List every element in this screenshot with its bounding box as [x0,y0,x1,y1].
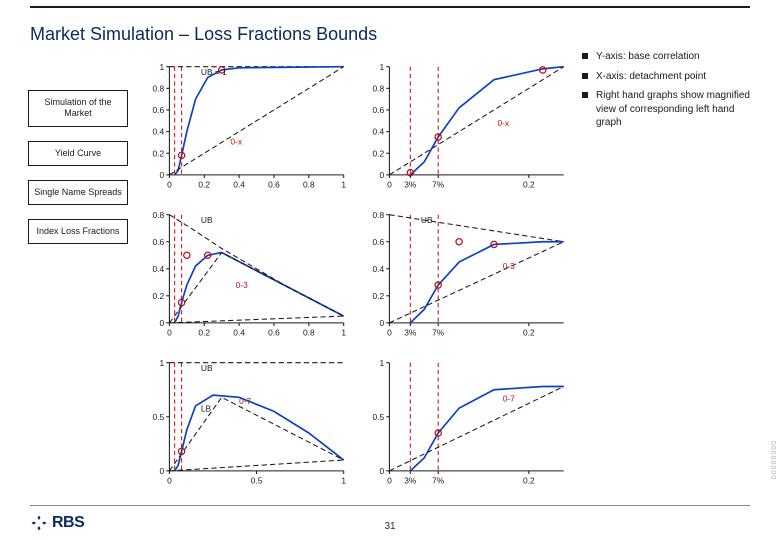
svg-text:0-7: 0-7 [239,395,251,405]
svg-text:0.8: 0.8 [372,83,384,93]
logo: RBS [30,514,84,532]
svg-text:0-x: 0-x [497,118,509,128]
side-code: 00000000 [769,441,776,480]
bullet-item: X-axis: detachment point [582,70,752,84]
svg-text:0.2: 0.2 [523,327,535,337]
svg-text:0.8: 0.8 [152,210,164,220]
svg-text:0.6: 0.6 [372,237,384,247]
svg-text:0.4: 0.4 [233,179,245,189]
svg-text:1: 1 [379,62,384,72]
sidebar-item: Index Loss Fractions [28,219,128,244]
chart-r3c2: 0 0.5 1 0 3% 7% 0.2 0-7 [360,348,570,490]
svg-text:0.6: 0.6 [152,237,164,247]
svg-text:0.6: 0.6 [268,179,280,189]
bullet-item: Y-axis: base correlation [582,50,752,64]
svg-text:3%: 3% [404,327,417,337]
svg-text:UB: UB [201,215,213,225]
svg-text:0.6: 0.6 [372,105,384,115]
svg-text:0.8: 0.8 [372,210,384,220]
chart-r1c2: 0 0.2 0.4 0.6 0.8 1 0 3% 7% 0.2 0-x [360,52,570,194]
svg-text:LB: LB [201,403,212,413]
svg-text:0.2: 0.2 [198,179,210,189]
sidebar-item: Simulation of the Market [28,90,128,127]
svg-text:0.4: 0.4 [372,264,384,274]
svg-text:0.2: 0.2 [523,475,535,485]
svg-text:0.2: 0.2 [152,291,164,301]
svg-text:UB = 1: UB = 1 [201,67,227,77]
svg-text:3%: 3% [404,475,417,485]
svg-text:0.2: 0.2 [372,148,384,158]
chart-r3c1: 0 0.5 1 0 0.5 1 UB LB 0-7 [140,348,350,490]
svg-text:1: 1 [379,357,384,367]
svg-text:0: 0 [387,327,392,337]
svg-text:7%: 7% [432,475,445,485]
chart-r2c2: 0 0.2 0.4 0.6 0.8 0 3% 7% 0.2 UB 0-3 [360,200,570,342]
svg-text:0.8: 0.8 [303,327,315,337]
logo-icon [30,514,48,532]
svg-text:0: 0 [387,475,392,485]
svg-text:1: 1 [159,357,164,367]
svg-text:0.4: 0.4 [152,264,164,274]
svg-text:0: 0 [159,318,164,328]
svg-text:0.2: 0.2 [372,291,384,301]
svg-text:0: 0 [167,327,172,337]
chart-r1c1: 0 0.2 0.4 0.6 0.8 1 0 0.2 0.4 0.6 0.8 1 UB = 1 0-x [140,52,350,194]
svg-text:0.2: 0.2 [198,327,210,337]
svg-text:1: 1 [341,327,346,337]
svg-text:0.2: 0.2 [152,148,164,158]
bottom-rule [30,505,750,506]
svg-text:0.6: 0.6 [152,105,164,115]
page-title: Market Simulation – Loss Fractions Bound… [30,24,377,45]
svg-text:1: 1 [341,475,346,485]
svg-text:0: 0 [379,466,384,476]
bullet-item: Right hand graphs show magnified view of… [582,89,752,130]
svg-text:0-x: 0-x [230,137,242,147]
svg-text:0.4: 0.4 [152,127,164,137]
svg-text:7%: 7% [432,327,445,337]
svg-text:0: 0 [387,179,392,189]
svg-text:0: 0 [379,170,384,180]
svg-text:0.4: 0.4 [372,127,384,137]
svg-text:1: 1 [341,179,346,189]
bullet-list: Y-axis: base correlation X-axis: detachm… [582,50,752,136]
svg-text:0-3: 0-3 [236,280,248,290]
svg-text:0: 0 [159,466,164,476]
svg-text:0.5: 0.5 [251,475,263,485]
svg-text:UB: UB [201,363,213,373]
top-rule [30,6,750,8]
svg-text:0.8: 0.8 [303,179,315,189]
svg-text:7%: 7% [432,179,445,189]
svg-text:0.5: 0.5 [372,411,384,421]
page-number: 31 [384,521,395,532]
svg-text:0.5: 0.5 [152,411,164,421]
chart-grid: 00.20.40.60.8100.20.40.60.81UB = 10-x 00… [140,52,570,482]
svg-text:0.4: 0.4 [233,327,245,337]
svg-text:0: 0 [167,475,172,485]
svg-text:0.6: 0.6 [268,327,280,337]
svg-text:0.8: 0.8 [152,83,164,93]
chart-r2c1: 0 0.2 0.4 0.6 0.8 0 0.2 0.4 0.6 0.8 1 UB 0-3 [140,200,350,342]
sidebar-item: Yield Curve [28,141,128,166]
sidebar: Simulation of the Market Yield Curve Sin… [28,90,128,244]
svg-text:0.2: 0.2 [523,179,535,189]
svg-text:0-7: 0-7 [503,393,515,403]
svg-text:1: 1 [159,62,164,72]
svg-text:0-3: 0-3 [503,261,515,271]
svg-text:0: 0 [379,318,384,328]
svg-text:3%: 3% [404,179,417,189]
svg-text:0: 0 [159,170,164,180]
sidebar-item: Single Name Spreads [28,180,128,205]
svg-text:UB: UB [421,215,433,225]
svg-text:0: 0 [167,179,172,189]
logo-text: RBS [52,514,84,532]
